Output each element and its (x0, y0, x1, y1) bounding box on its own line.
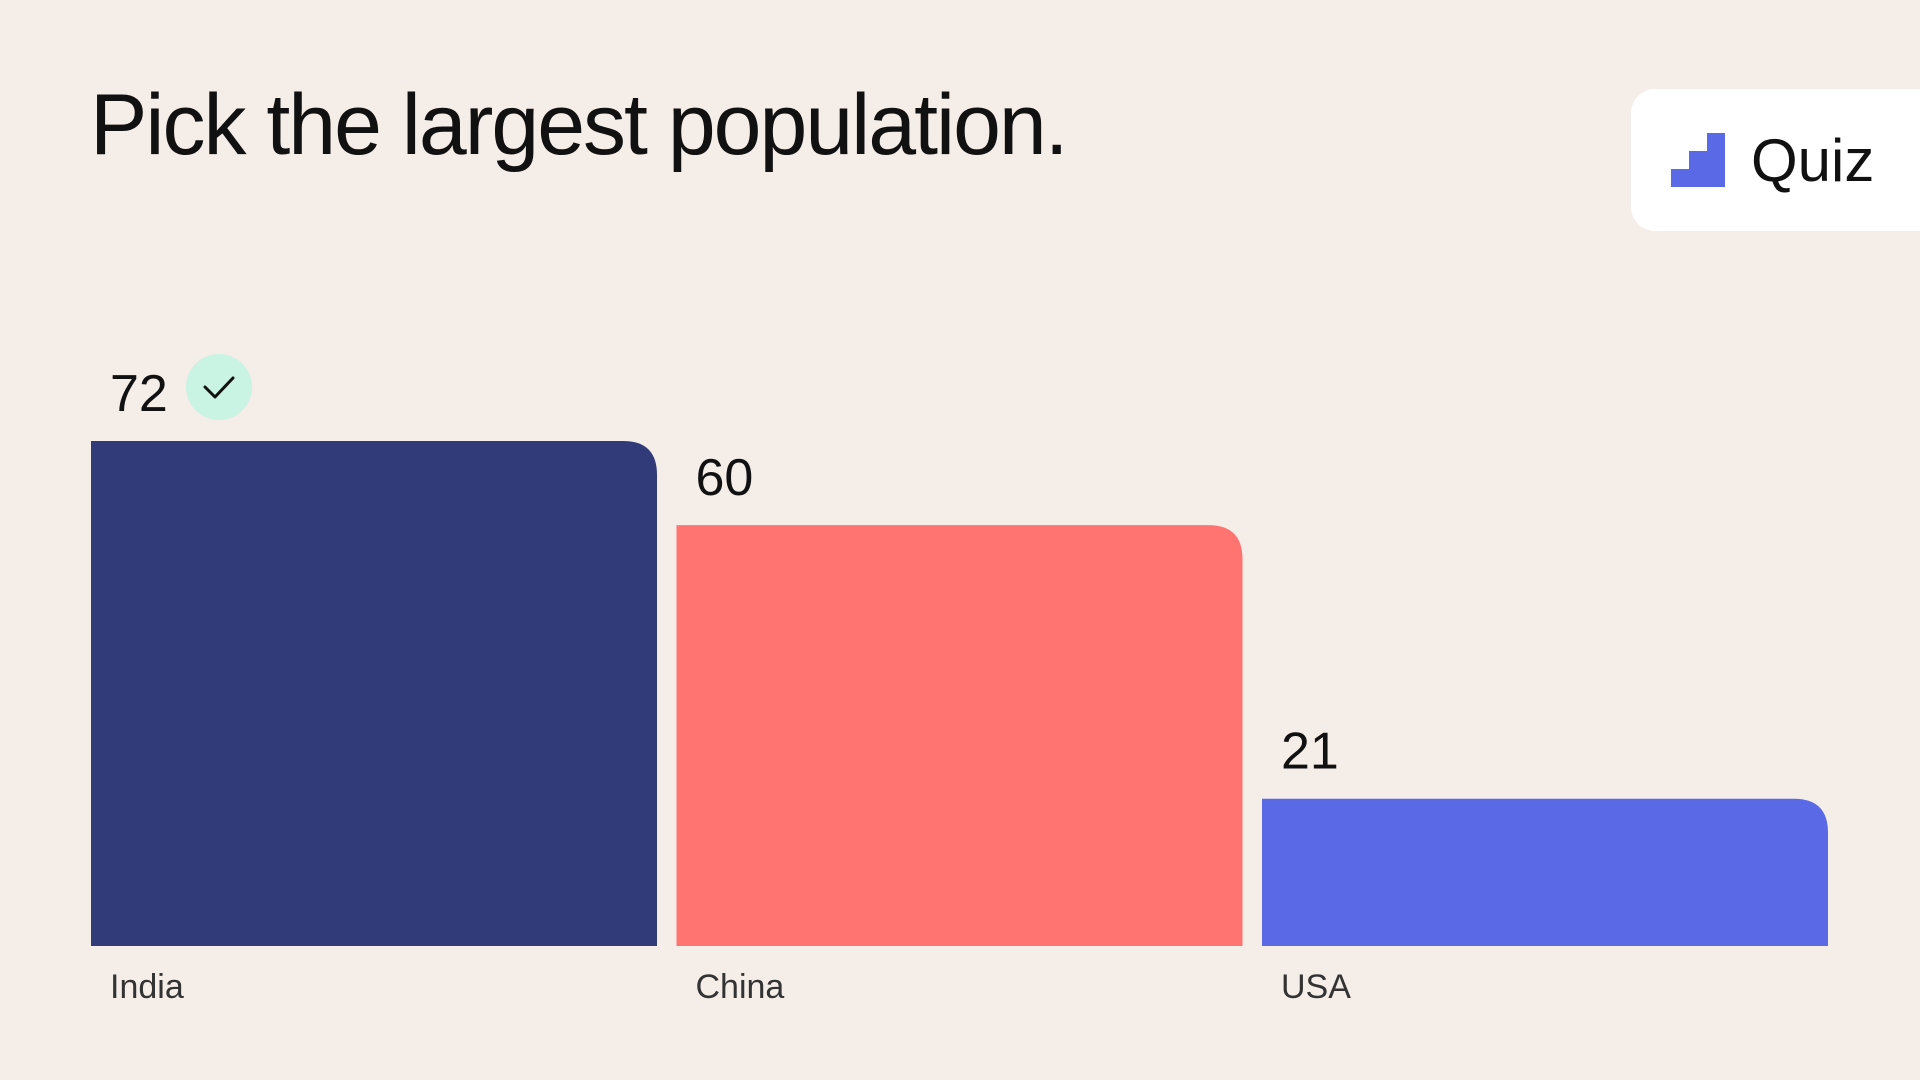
quiz-badge: Quiz (1631, 89, 1920, 231)
category-label-china: China (696, 968, 785, 1006)
category-label-usa: USA (1281, 968, 1351, 1006)
value-label-india: 72 (110, 365, 168, 423)
bar-india[interactable] (91, 441, 657, 946)
question-title: Pick the largest population. (90, 77, 1069, 173)
category-label-india: India (110, 968, 184, 1006)
value-label-usa: 21 (1281, 723, 1339, 781)
check-icon (186, 354, 252, 420)
bar-usa[interactable] (1262, 798, 1828, 946)
quiz-label: Quiz (1751, 126, 1875, 194)
value-label-china: 60 (696, 449, 754, 507)
bar-china[interactable] (676, 525, 1243, 946)
stairs-icon (1671, 133, 1725, 187)
